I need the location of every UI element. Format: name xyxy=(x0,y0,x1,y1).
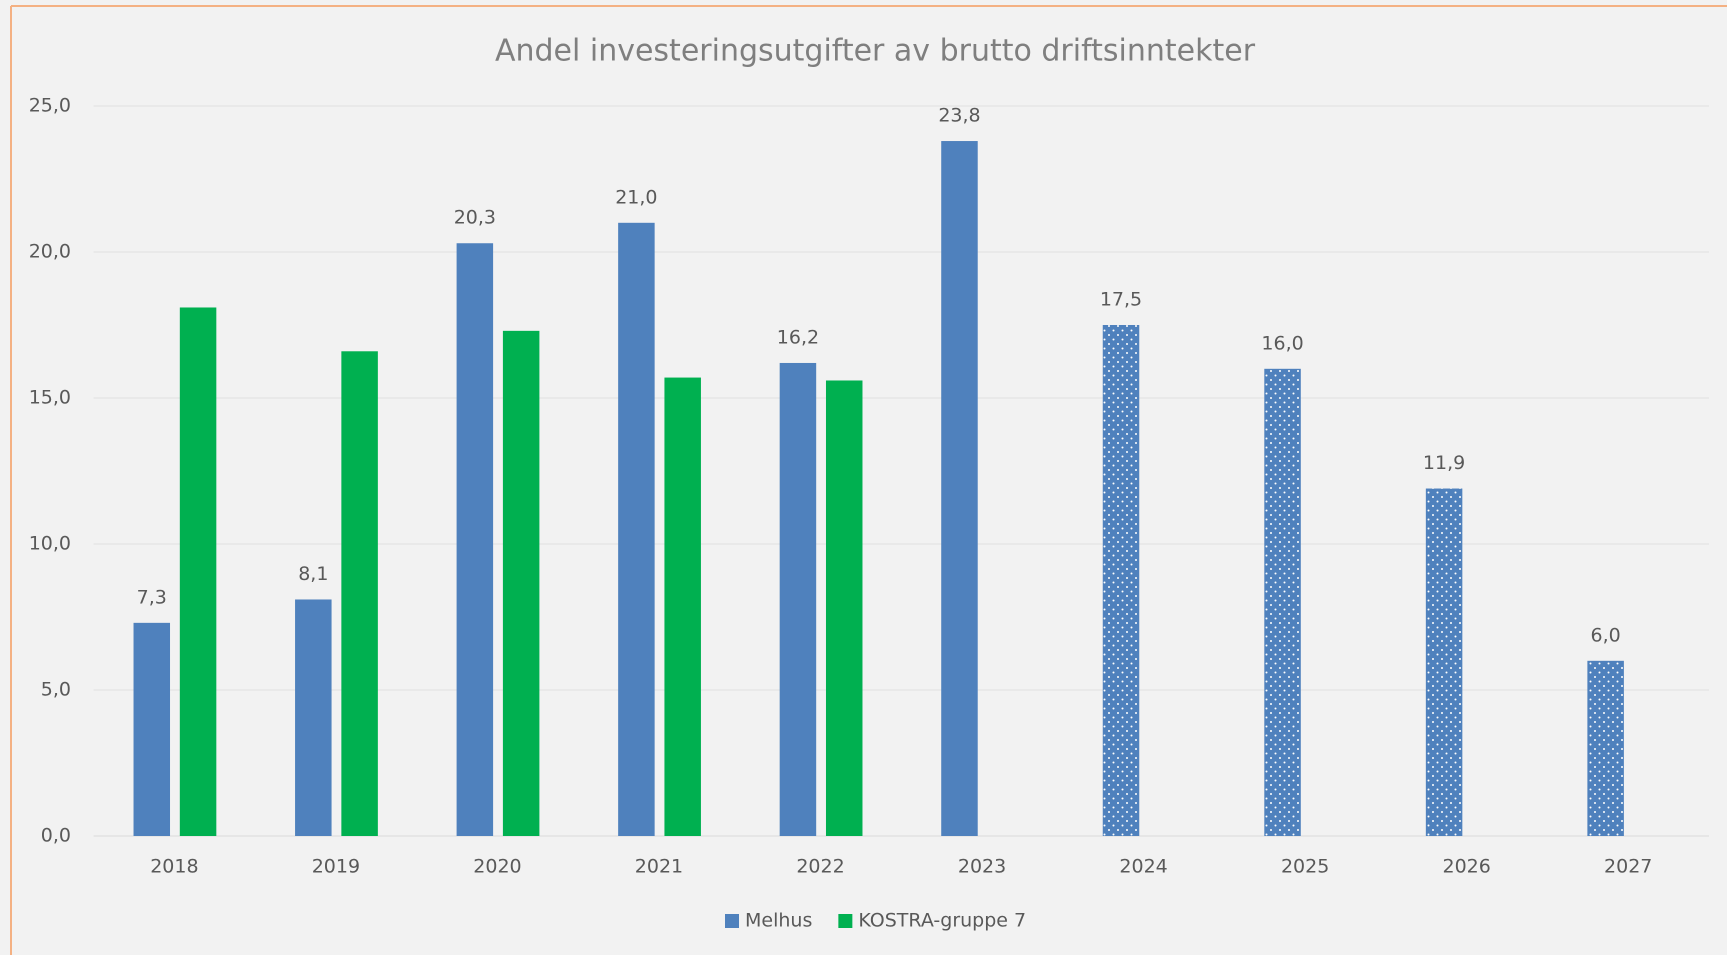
x-tick-label: 2025 xyxy=(1281,856,1329,878)
data-label: 16,2 xyxy=(777,326,819,348)
x-tick-label: 2020 xyxy=(473,856,521,878)
data-label: 23,8 xyxy=(938,105,980,127)
bar xyxy=(1264,368,1301,836)
data-label: 21,0 xyxy=(615,186,657,208)
data-label: 11,9 xyxy=(1423,452,1465,474)
bar xyxy=(618,222,655,837)
bar xyxy=(779,362,817,836)
x-tick-label: 2021 xyxy=(635,856,683,878)
chart-title: Andel investeringsutgifter av brutto dri… xyxy=(495,34,1256,69)
data-label: 17,5 xyxy=(1100,289,1142,311)
bar xyxy=(179,307,217,837)
bar xyxy=(502,330,540,836)
x-tick-label: 2023 xyxy=(958,856,1006,878)
data-label: 7,3 xyxy=(137,586,167,608)
legend-swatch xyxy=(838,914,853,928)
bar xyxy=(825,380,863,836)
data-label: 20,3 xyxy=(454,207,496,229)
x-tick-label: 2018 xyxy=(150,856,198,878)
y-tick-label: 0,0 xyxy=(41,825,71,847)
y-tick-label: 15,0 xyxy=(29,387,71,409)
x-tick-label: 2026 xyxy=(1443,856,1491,878)
y-tick-label: 5,0 xyxy=(41,679,71,701)
data-label: 6,0 xyxy=(1591,624,1621,646)
bar xyxy=(133,622,171,836)
data-label: 8,1 xyxy=(298,563,328,585)
bar xyxy=(456,243,494,837)
bar xyxy=(341,351,378,836)
bar xyxy=(295,599,332,836)
legend-label: KOSTRA-gruppe 7 xyxy=(858,910,1026,932)
x-tick-label: 2027 xyxy=(1604,856,1652,878)
data-label: 16,0 xyxy=(1261,332,1303,354)
bar xyxy=(941,141,978,837)
x-tick-label: 2024 xyxy=(1119,856,1167,878)
bar xyxy=(1587,660,1624,836)
y-tick-label: 20,0 xyxy=(29,241,71,263)
y-tick-label: 10,0 xyxy=(29,533,71,555)
legend-swatch xyxy=(725,914,739,928)
bar xyxy=(1102,325,1140,836)
bar xyxy=(664,377,701,836)
legend-label: Melhus xyxy=(745,910,812,932)
y-tick-label: 25,0 xyxy=(29,95,71,117)
bar xyxy=(1425,488,1463,836)
x-tick-label: 2022 xyxy=(796,856,844,878)
x-tick-label: 2019 xyxy=(312,856,360,878)
